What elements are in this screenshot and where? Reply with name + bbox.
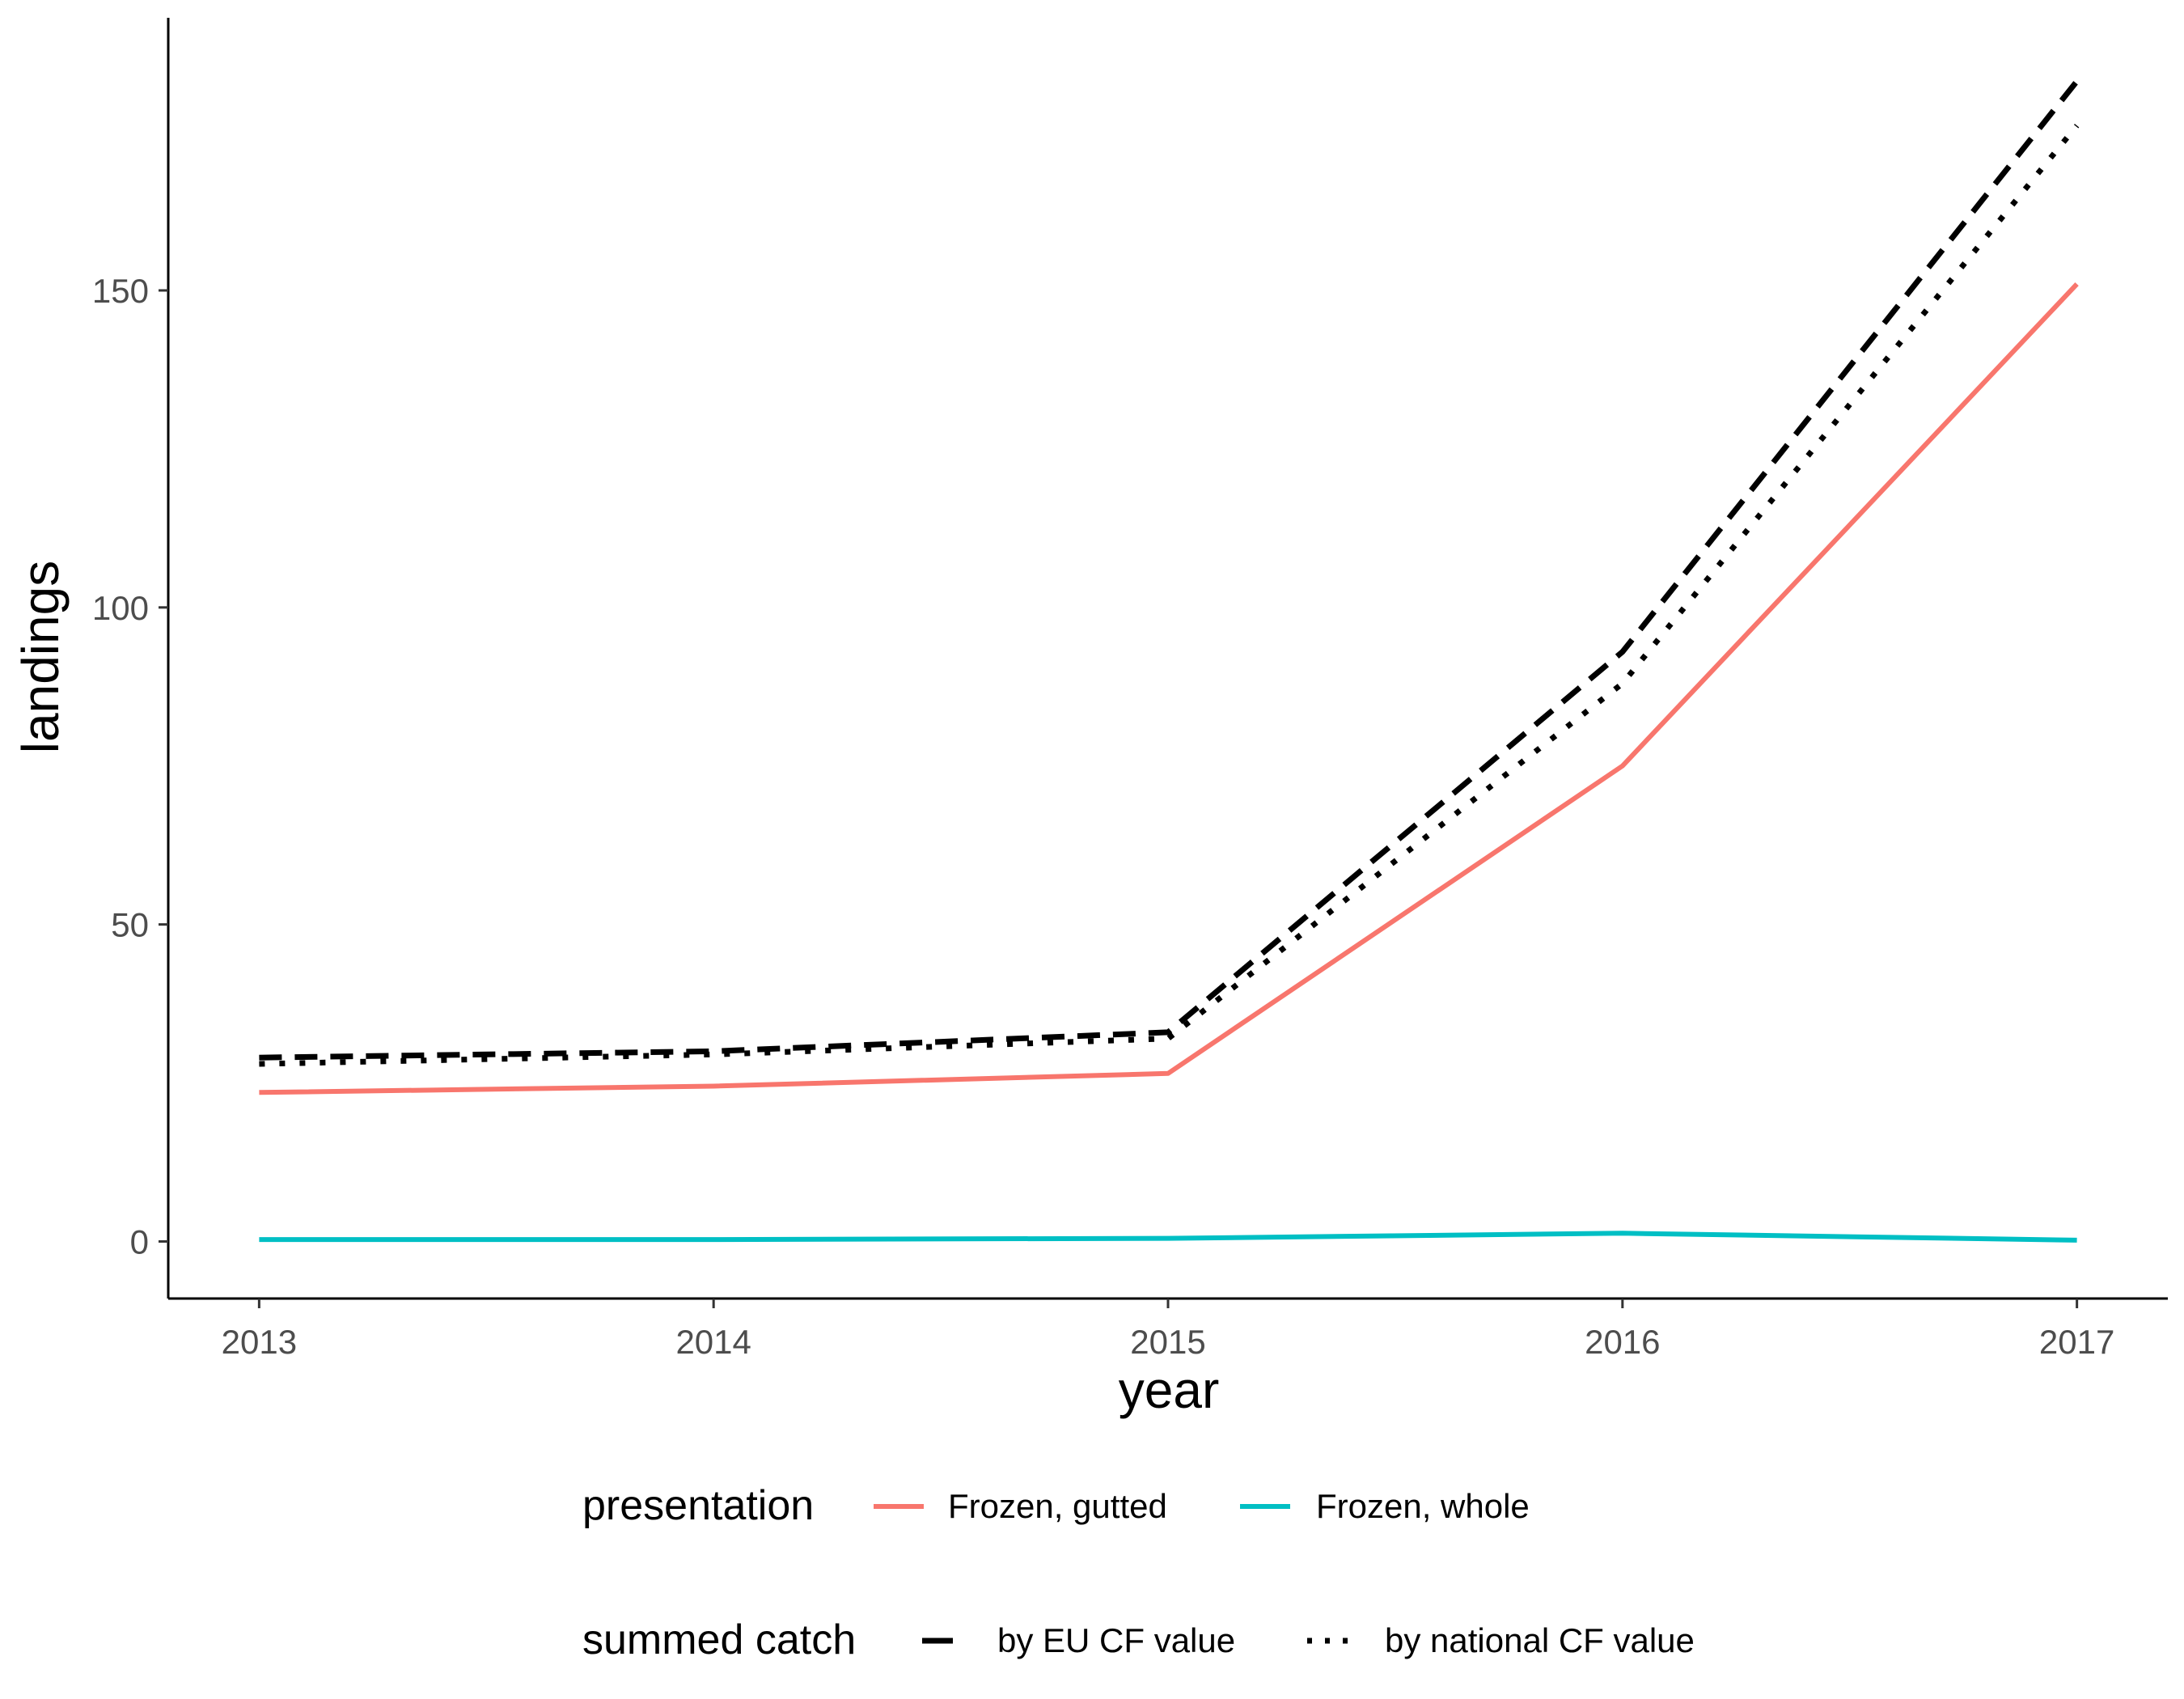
series-line-frozen-whole	[259, 1231, 2077, 1243]
y-axis-title: landings	[11, 561, 70, 753]
legend-title-summed-catch: summed catch	[582, 1616, 856, 1663]
series-line-by-national-cf-value	[259, 123, 2080, 1067]
plot-lines	[259, 79, 2080, 1243]
legend-label-frozen-gutted: Frozen, gutted	[948, 1487, 1167, 1525]
x-tick-label: 2017	[2039, 1323, 2114, 1361]
y-tick-label: 150	[92, 272, 149, 310]
x-tick-label: 2013	[222, 1323, 297, 1361]
x-ticks: 2013 2014 2015 2016 2017	[222, 1299, 2114, 1361]
legend-title-presentation: presentation	[582, 1482, 814, 1529]
series-line-frozen-gutted	[259, 282, 2079, 1095]
x-tick-label: 2015	[1130, 1323, 1205, 1361]
legend-label-eu-cf: by EU CF value	[997, 1621, 1235, 1659]
legend-presentation: presentation Frozen, gutted Frozen, whol…	[582, 1482, 1530, 1529]
series-line-by-eu-cf-value	[259, 79, 2080, 1061]
y-ticks: 0 50 100 150	[92, 272, 168, 1260]
y-tick-label: 100	[92, 589, 149, 627]
legend-summed-catch: summed catch by EU CF value by national …	[582, 1616, 1695, 1663]
legend-label-frozen-whole: Frozen, whole	[1316, 1487, 1530, 1525]
legend-label-national-cf: by national CF value	[1385, 1621, 1695, 1659]
x-axis-title: year	[1119, 1361, 1220, 1419]
x-tick-label: 2016	[1585, 1323, 1660, 1361]
x-tick-label: 2014	[675, 1323, 751, 1361]
y-tick-label: 0	[130, 1222, 149, 1260]
y-tick-label: 50	[111, 906, 149, 944]
